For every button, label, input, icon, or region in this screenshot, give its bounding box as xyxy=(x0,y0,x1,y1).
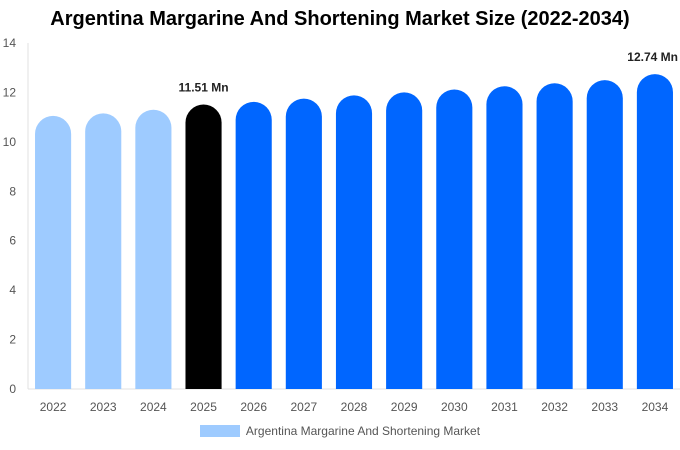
chart-labels: 2022 2023 2024 2025 2026 2027 2028 2029 2030 2031… xyxy=(40,50,678,414)
y-tick-label: 2 xyxy=(9,333,16,347)
x-tick-label: 2022 xyxy=(40,400,67,414)
bar-2026[interactable] xyxy=(235,101,272,389)
y-tick-label: 12 xyxy=(3,85,17,99)
legend-swatch xyxy=(199,425,240,437)
x-tick-label: 2023 xyxy=(90,400,117,414)
x-tick-label: 2030 xyxy=(441,400,468,414)
x-tick-label: 2034 xyxy=(642,400,669,414)
x-tick-label: 2032 xyxy=(541,400,568,414)
legend-label: Argentina Margarine And Shortening Marke… xyxy=(245,424,481,438)
chart-title: Argentina Margarine And Shortening Marke… xyxy=(50,8,630,30)
bar-2029[interactable] xyxy=(386,92,423,390)
x-tick-label: 2025 xyxy=(190,400,217,414)
x-tick-label: 2028 xyxy=(341,400,368,414)
bar-2028[interactable] xyxy=(335,95,373,389)
x-tick-label: 2029 xyxy=(391,400,418,414)
bar-2031[interactable] xyxy=(486,86,523,389)
y-tick-label: 8 xyxy=(9,184,16,198)
bar-2023[interactable] xyxy=(85,113,122,389)
bar-2030[interactable] xyxy=(436,89,473,389)
y-tick-label: 6 xyxy=(9,234,16,248)
bar-2025[interactable] xyxy=(185,104,222,389)
bar-2022[interactable] xyxy=(35,115,72,389)
data-label-2034: 12.74 Mn xyxy=(627,50,678,64)
bar-2024[interactable] xyxy=(135,109,172,389)
y-tick-label: 10 xyxy=(3,135,17,149)
x-tick-label: 2027 xyxy=(290,400,317,414)
x-tick-label: 2031 xyxy=(491,400,518,414)
bar-2034[interactable] xyxy=(636,74,673,390)
bar-2027[interactable] xyxy=(285,98,322,389)
legend[interactable]: Argentina Margarine And Shortening Marke… xyxy=(0,424,680,438)
chart-bars xyxy=(35,74,673,390)
y-tick-label: 14 xyxy=(3,36,17,50)
bar-2033[interactable] xyxy=(586,80,623,390)
bar-2032[interactable] xyxy=(536,83,573,389)
x-tick-label: 2033 xyxy=(591,400,618,414)
x-tick-label: 2024 xyxy=(140,400,167,414)
x-tick-label: 2026 xyxy=(240,400,267,414)
y-tick-label: 4 xyxy=(9,283,16,297)
y-tick-label: 0 xyxy=(9,382,16,396)
data-label-2025: 11.51 Mn xyxy=(179,81,229,95)
